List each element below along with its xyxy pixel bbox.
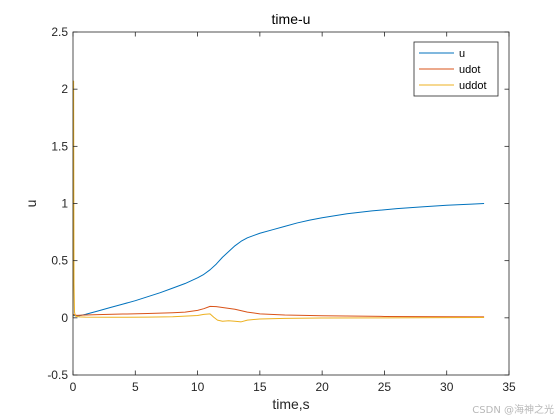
x-tick-label: 30 xyxy=(440,380,454,394)
y-tick-label: -0.5 xyxy=(47,368,68,382)
y-tick-label: 1.5 xyxy=(51,139,68,153)
legend-label-udot: udot xyxy=(459,64,480,76)
x-tick-label: 25 xyxy=(378,380,392,394)
legend: u udot uddot xyxy=(413,41,499,97)
y-tick-label: 1 xyxy=(61,197,68,211)
legend-label-u: u xyxy=(459,48,465,60)
x-tick-label: 10 xyxy=(191,380,205,394)
series-line-u xyxy=(72,203,485,317)
chart-title: time-u xyxy=(272,11,311,27)
y-tick-label: 0 xyxy=(61,311,68,325)
ticks-layer: 0 5 10 15 20 25 30 35-0.500.511.522.5 xyxy=(47,25,516,394)
x-tick-label: 20 xyxy=(315,380,329,394)
x-tick-label: 35 xyxy=(502,380,516,394)
y-tick-label: 2 xyxy=(61,82,68,96)
series-layer xyxy=(72,80,485,323)
y-tick-label: 2.5 xyxy=(51,25,68,39)
x-tick-label: 0 xyxy=(70,380,77,394)
y-tick-label: 0.5 xyxy=(51,254,68,268)
legend-label-uddot: uddot xyxy=(459,80,487,92)
x-tick-label: 5 xyxy=(132,380,139,394)
watermark: CSDN @海神之光 xyxy=(472,403,554,416)
x-tick-label: 15 xyxy=(253,380,267,394)
x-axis-label: time,s xyxy=(272,396,309,412)
y-axis-label: u xyxy=(23,200,39,208)
series-line-uddot xyxy=(72,80,485,323)
series-line-udot xyxy=(72,305,485,318)
